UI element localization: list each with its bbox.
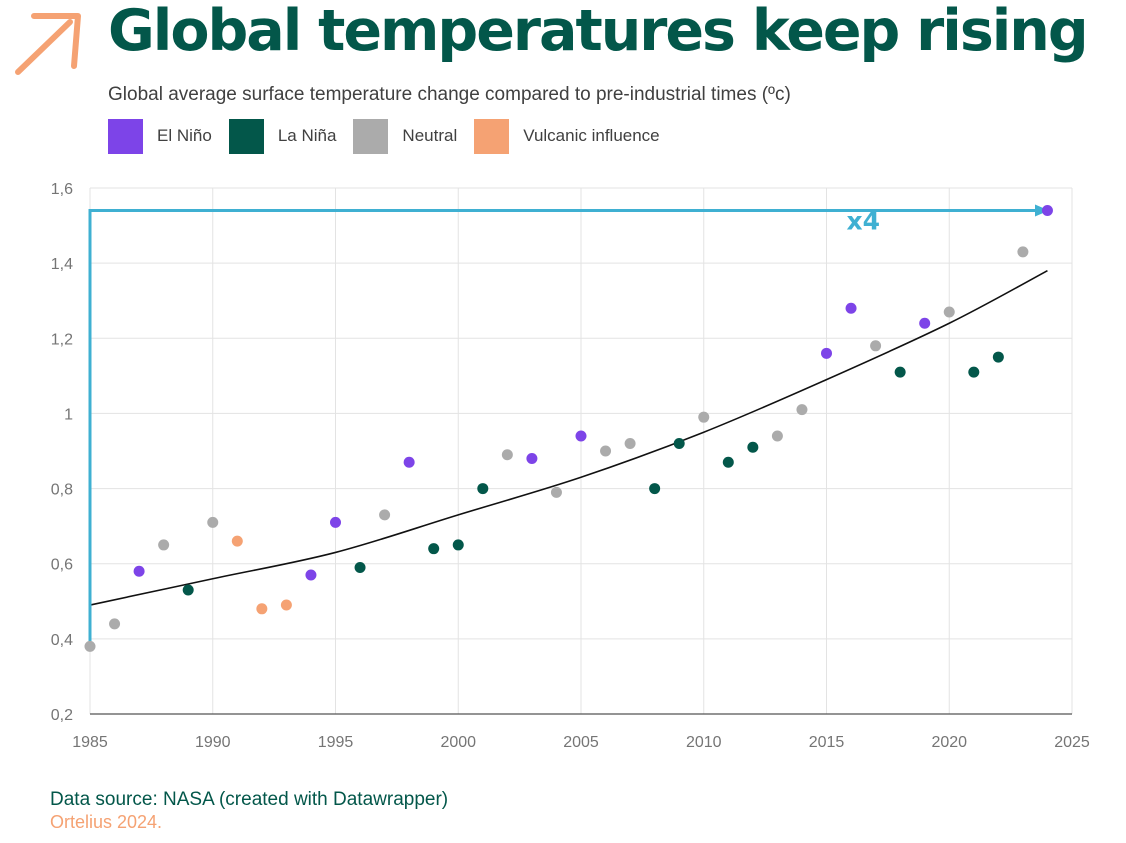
legend-label-vulcanic: Vulcanic influence <box>523 126 660 145</box>
data-point-la-nina <box>649 483 661 495</box>
data-point-neutral <box>600 445 612 457</box>
data-point-neutral <box>379 509 391 521</box>
y-tick-label: 0,8 <box>51 482 73 499</box>
legend-item-la-nina: La Niña <box>228 118 337 154</box>
y-tick-label: 1,6 <box>51 181 73 198</box>
annotation-arrow <box>88 209 1045 647</box>
data-point-el-nino <box>330 516 341 528</box>
data-point-el-nino <box>919 317 931 329</box>
data-point-el-nino <box>526 453 538 465</box>
data-point-la-nina <box>477 483 489 495</box>
y-tick-label: 1 <box>64 406 73 423</box>
arrow-up-right-icon <box>15 13 81 75</box>
annotation-label: x4 <box>847 206 881 235</box>
data-point-la-nina <box>182 584 194 596</box>
data-point-el-nino <box>821 347 832 359</box>
y-tick-label: 0,2 <box>51 707 73 724</box>
data-point-el-nino <box>305 569 317 581</box>
credit: Ortelius 2024. <box>50 812 163 832</box>
data-point-el-nino <box>575 430 587 442</box>
data-point-la-nina <box>428 543 440 555</box>
chart-title: Global temperatures keep rising <box>108 0 1089 64</box>
scatter-chart: 0,2 0,4 0,6 0,8 1 1,2 1,4 1,6 1985 1990 1995 2000 2… <box>51 181 1090 751</box>
data-point-vulcanic-influence <box>231 535 243 547</box>
data-point-neutral <box>550 486 562 498</box>
legend-swatch-neutral <box>353 118 389 154</box>
data-point-neutral <box>698 411 710 423</box>
y-axis: 0,2 0,4 0,6 0,8 1 1,2 1,4 1,6 <box>51 181 73 724</box>
data-point-neutral <box>624 437 636 449</box>
y-tick-label: 0,6 <box>51 557 73 574</box>
data-point-vulcanic-influence <box>256 603 268 615</box>
data-point-neutral <box>207 516 219 528</box>
x-tick-label: 1985 <box>72 734 108 751</box>
x-tick-label: 2015 <box>809 734 845 751</box>
data-point-neutral <box>943 306 955 318</box>
y-tick-label: 1,2 <box>51 331 73 348</box>
data-point-neutral <box>109 618 121 630</box>
y-tick-label: 0,4 <box>51 632 73 649</box>
x-tick-label: 2025 <box>1054 734 1090 751</box>
trend-line <box>89 269 1048 606</box>
data-point-el-nino <box>133 565 145 577</box>
data-point-neutral <box>870 340 882 352</box>
legend-item-vulcanic: Vulcanic influence <box>474 118 660 154</box>
legend-swatch-la-nina <box>228 118 264 154</box>
data-point-la-nina <box>894 366 906 378</box>
legend-swatch-el-nino <box>108 118 143 154</box>
data-point-la-nina <box>992 351 1004 363</box>
data-point-neutral <box>84 640 96 652</box>
data-points <box>84 205 1053 652</box>
data-point-la-nina <box>747 441 759 453</box>
trend-line-group <box>89 269 1048 606</box>
x-tick-label: 2005 <box>563 734 599 751</box>
data-point-neutral <box>501 449 513 461</box>
y-tick-label: 1,4 <box>51 256 73 273</box>
data-point-el-nino <box>1041 205 1053 217</box>
data-point-neutral <box>796 404 808 416</box>
x-tick-label: 2010 <box>686 734 722 751</box>
data-point-vulcanic-influence <box>280 599 292 611</box>
legend-item-el-nino: El Niño <box>108 118 212 154</box>
data-source: Data source: NASA (created with Datawrap… <box>50 789 449 810</box>
legend: El Niño La Niña Neutral Vulcanic influen… <box>108 117 677 155</box>
data-point-neutral <box>771 430 783 442</box>
legend-label-neutral: Neutral <box>402 126 458 145</box>
x-tick-label: 2000 <box>440 734 476 751</box>
x-axis: 1985 1990 1995 2000 2005 2010 2015 2020 2025 <box>72 734 1090 751</box>
chart-subtitle: Global average surface temperature chang… <box>108 84 791 105</box>
legend-label-el-nino: El Niño <box>157 126 212 145</box>
legend-label-la-nina: La Niña <box>277 126 337 145</box>
annotation-group: x4 <box>88 204 1049 647</box>
legend-item-neutral: Neutral <box>353 118 458 154</box>
data-point-neutral <box>1017 246 1029 258</box>
data-point-la-nina <box>354 561 366 573</box>
data-point-la-nina <box>722 456 734 468</box>
data-point-el-nino <box>403 456 415 468</box>
data-point-neutral <box>158 539 170 551</box>
grid <box>89 187 1073 715</box>
data-point-la-nina <box>452 539 464 551</box>
legend-swatch-vulcanic <box>474 118 510 154</box>
data-point-la-nina <box>968 366 980 378</box>
data-point-la-nina <box>673 437 685 449</box>
logo <box>14 10 84 76</box>
x-tick-label: 2020 <box>931 734 967 751</box>
data-point-el-nino <box>845 302 857 314</box>
x-tick-label: 1995 <box>318 734 354 751</box>
x-tick-label: 1990 <box>195 734 231 751</box>
